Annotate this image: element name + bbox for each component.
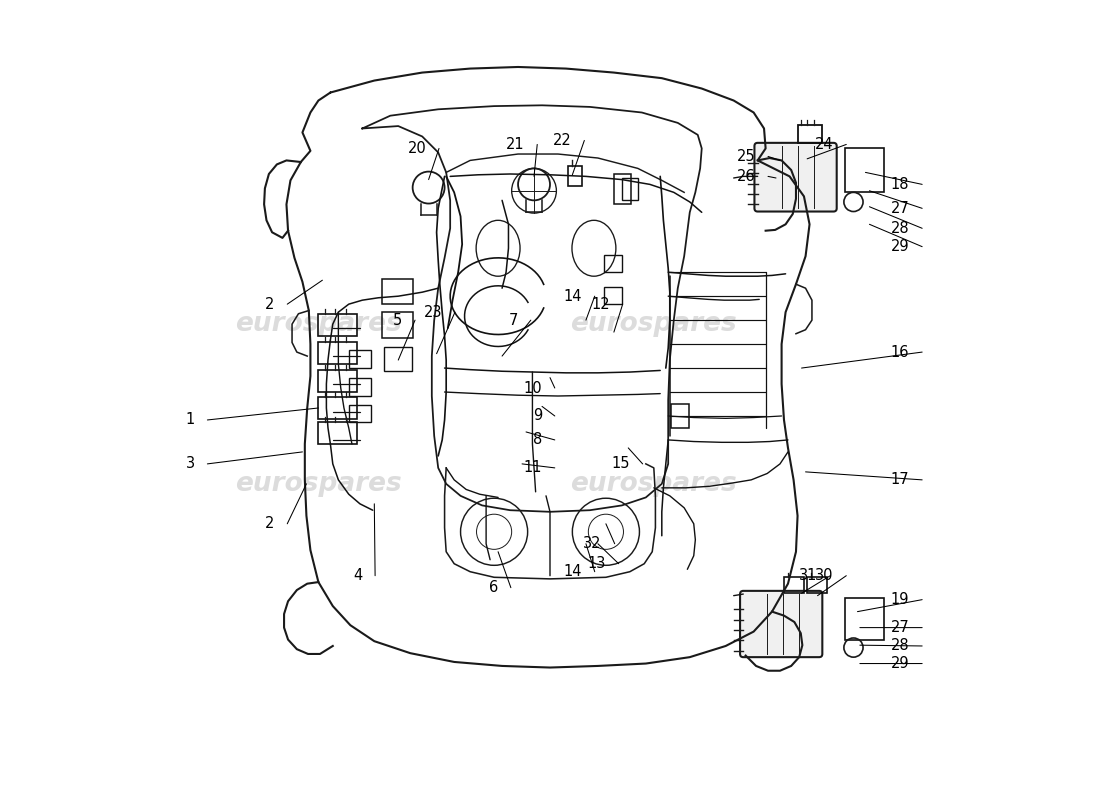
Text: 7: 7 <box>508 313 518 328</box>
Text: 12: 12 <box>592 297 609 312</box>
Text: 2: 2 <box>265 297 275 312</box>
Text: 10: 10 <box>524 381 542 395</box>
Text: 18: 18 <box>891 177 910 192</box>
Text: 3: 3 <box>186 456 195 471</box>
Text: 14: 14 <box>563 564 582 579</box>
Bar <box>604 254 622 272</box>
Bar <box>614 174 631 204</box>
Text: eurospares: eurospares <box>235 311 402 337</box>
Text: 28: 28 <box>891 638 910 654</box>
Text: 9: 9 <box>532 409 542 423</box>
FancyBboxPatch shape <box>740 591 823 657</box>
Text: 26: 26 <box>737 169 756 184</box>
Text: 21: 21 <box>506 137 525 152</box>
Text: 16: 16 <box>891 345 910 359</box>
Bar <box>846 598 883 639</box>
Bar <box>318 422 356 444</box>
Bar <box>621 178 638 200</box>
Text: 5: 5 <box>393 313 403 328</box>
Text: 4: 4 <box>353 568 362 583</box>
Text: 2: 2 <box>265 516 275 531</box>
Text: 29: 29 <box>891 239 910 254</box>
Bar <box>671 404 689 428</box>
Bar <box>568 166 582 186</box>
Text: 13: 13 <box>587 556 606 571</box>
Text: 17: 17 <box>891 472 910 487</box>
Bar <box>349 378 371 396</box>
Bar <box>318 370 356 392</box>
Text: 23: 23 <box>424 305 442 320</box>
Text: 28: 28 <box>891 221 910 236</box>
Text: 15: 15 <box>612 456 630 471</box>
Text: 25: 25 <box>737 149 756 164</box>
Bar <box>798 126 822 143</box>
Bar <box>383 278 412 304</box>
Bar <box>349 350 371 368</box>
Bar <box>383 312 412 338</box>
Text: 6: 6 <box>488 580 498 595</box>
Text: 20: 20 <box>407 141 426 156</box>
FancyBboxPatch shape <box>755 143 837 211</box>
Bar <box>318 397 356 419</box>
Bar <box>604 286 622 304</box>
Text: 14: 14 <box>563 289 582 304</box>
Text: 29: 29 <box>891 656 910 671</box>
Text: 11: 11 <box>524 460 542 475</box>
Text: eurospares: eurospares <box>571 471 737 497</box>
Bar <box>318 342 356 364</box>
Text: eurospares: eurospares <box>235 471 402 497</box>
Text: 27: 27 <box>891 620 910 635</box>
Bar <box>846 149 883 192</box>
Bar <box>318 314 356 336</box>
Text: 1: 1 <box>186 413 195 427</box>
Text: 24: 24 <box>815 137 834 152</box>
Bar <box>384 347 411 371</box>
Text: 32: 32 <box>583 536 602 551</box>
Text: 27: 27 <box>891 201 910 216</box>
Text: eurospares: eurospares <box>571 311 737 337</box>
Bar <box>784 578 804 594</box>
Text: 30: 30 <box>815 568 834 583</box>
Text: 31: 31 <box>800 568 817 583</box>
Text: 8: 8 <box>532 433 542 447</box>
Bar <box>349 405 371 422</box>
Text: 22: 22 <box>553 133 572 148</box>
Bar <box>807 578 827 594</box>
Text: 19: 19 <box>891 592 910 607</box>
